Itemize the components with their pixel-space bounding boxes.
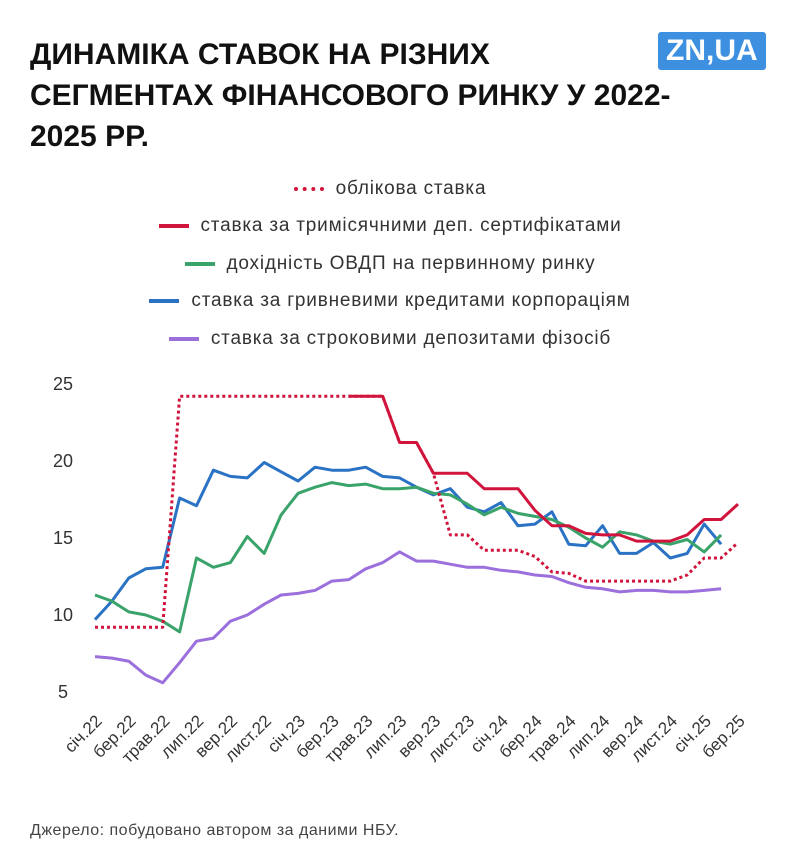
- data-line: [94, 550, 722, 685]
- data-line: [95, 394, 740, 629]
- legend-label: ставка за тримісячними деп. сертифікатам…: [200, 215, 622, 237]
- y-tick-label: 10: [53, 605, 73, 625]
- chart-title: ДИНАМІКА СТАВОК НА РІЗНИХ СЕГМЕНТАХ ФІНА…: [30, 38, 671, 153]
- legend-item: ставка за тримісячними деп. сертифікатам…: [158, 208, 622, 246]
- legend-label: ставка за гривневими кредитами корпораці…: [191, 290, 631, 312]
- y-tick-label: 15: [53, 528, 73, 548]
- legend-label: ставка за строковими депозитами фізосіб: [210, 327, 612, 349]
- logo: ZN,UA: [658, 32, 766, 70]
- legend-item: ставка за строковими депозитами фізосіб: [168, 320, 612, 358]
- legend: облікова ставка ставка за тримісячними де…: [0, 170, 780, 358]
- y-tick-label: 20: [53, 451, 73, 471]
- data-line: [348, 394, 740, 543]
- legend-label: дохідність ОВДП на первинному ринку: [226, 252, 596, 274]
- legend-item: облікова ставка: [293, 170, 487, 208]
- legend-swatch: [293, 186, 324, 191]
- legend-swatch: [149, 299, 180, 304]
- legend-swatch: [184, 261, 215, 266]
- data-line: [93, 461, 723, 621]
- legend-swatch: [158, 224, 189, 229]
- legend-item: ставка за гривневими кредитами корпораці…: [149, 283, 630, 321]
- legend-label: облікова ставка: [335, 177, 487, 199]
- legend-swatch: [168, 336, 199, 341]
- source-note: Джерело: побудовано автором за даними НБ…: [30, 822, 400, 839]
- y-tick-label: 5: [58, 682, 68, 702]
- y-tick-label: 25: [53, 374, 73, 394]
- legend-item: дохідність ОВДП на первинному ринку: [184, 245, 596, 283]
